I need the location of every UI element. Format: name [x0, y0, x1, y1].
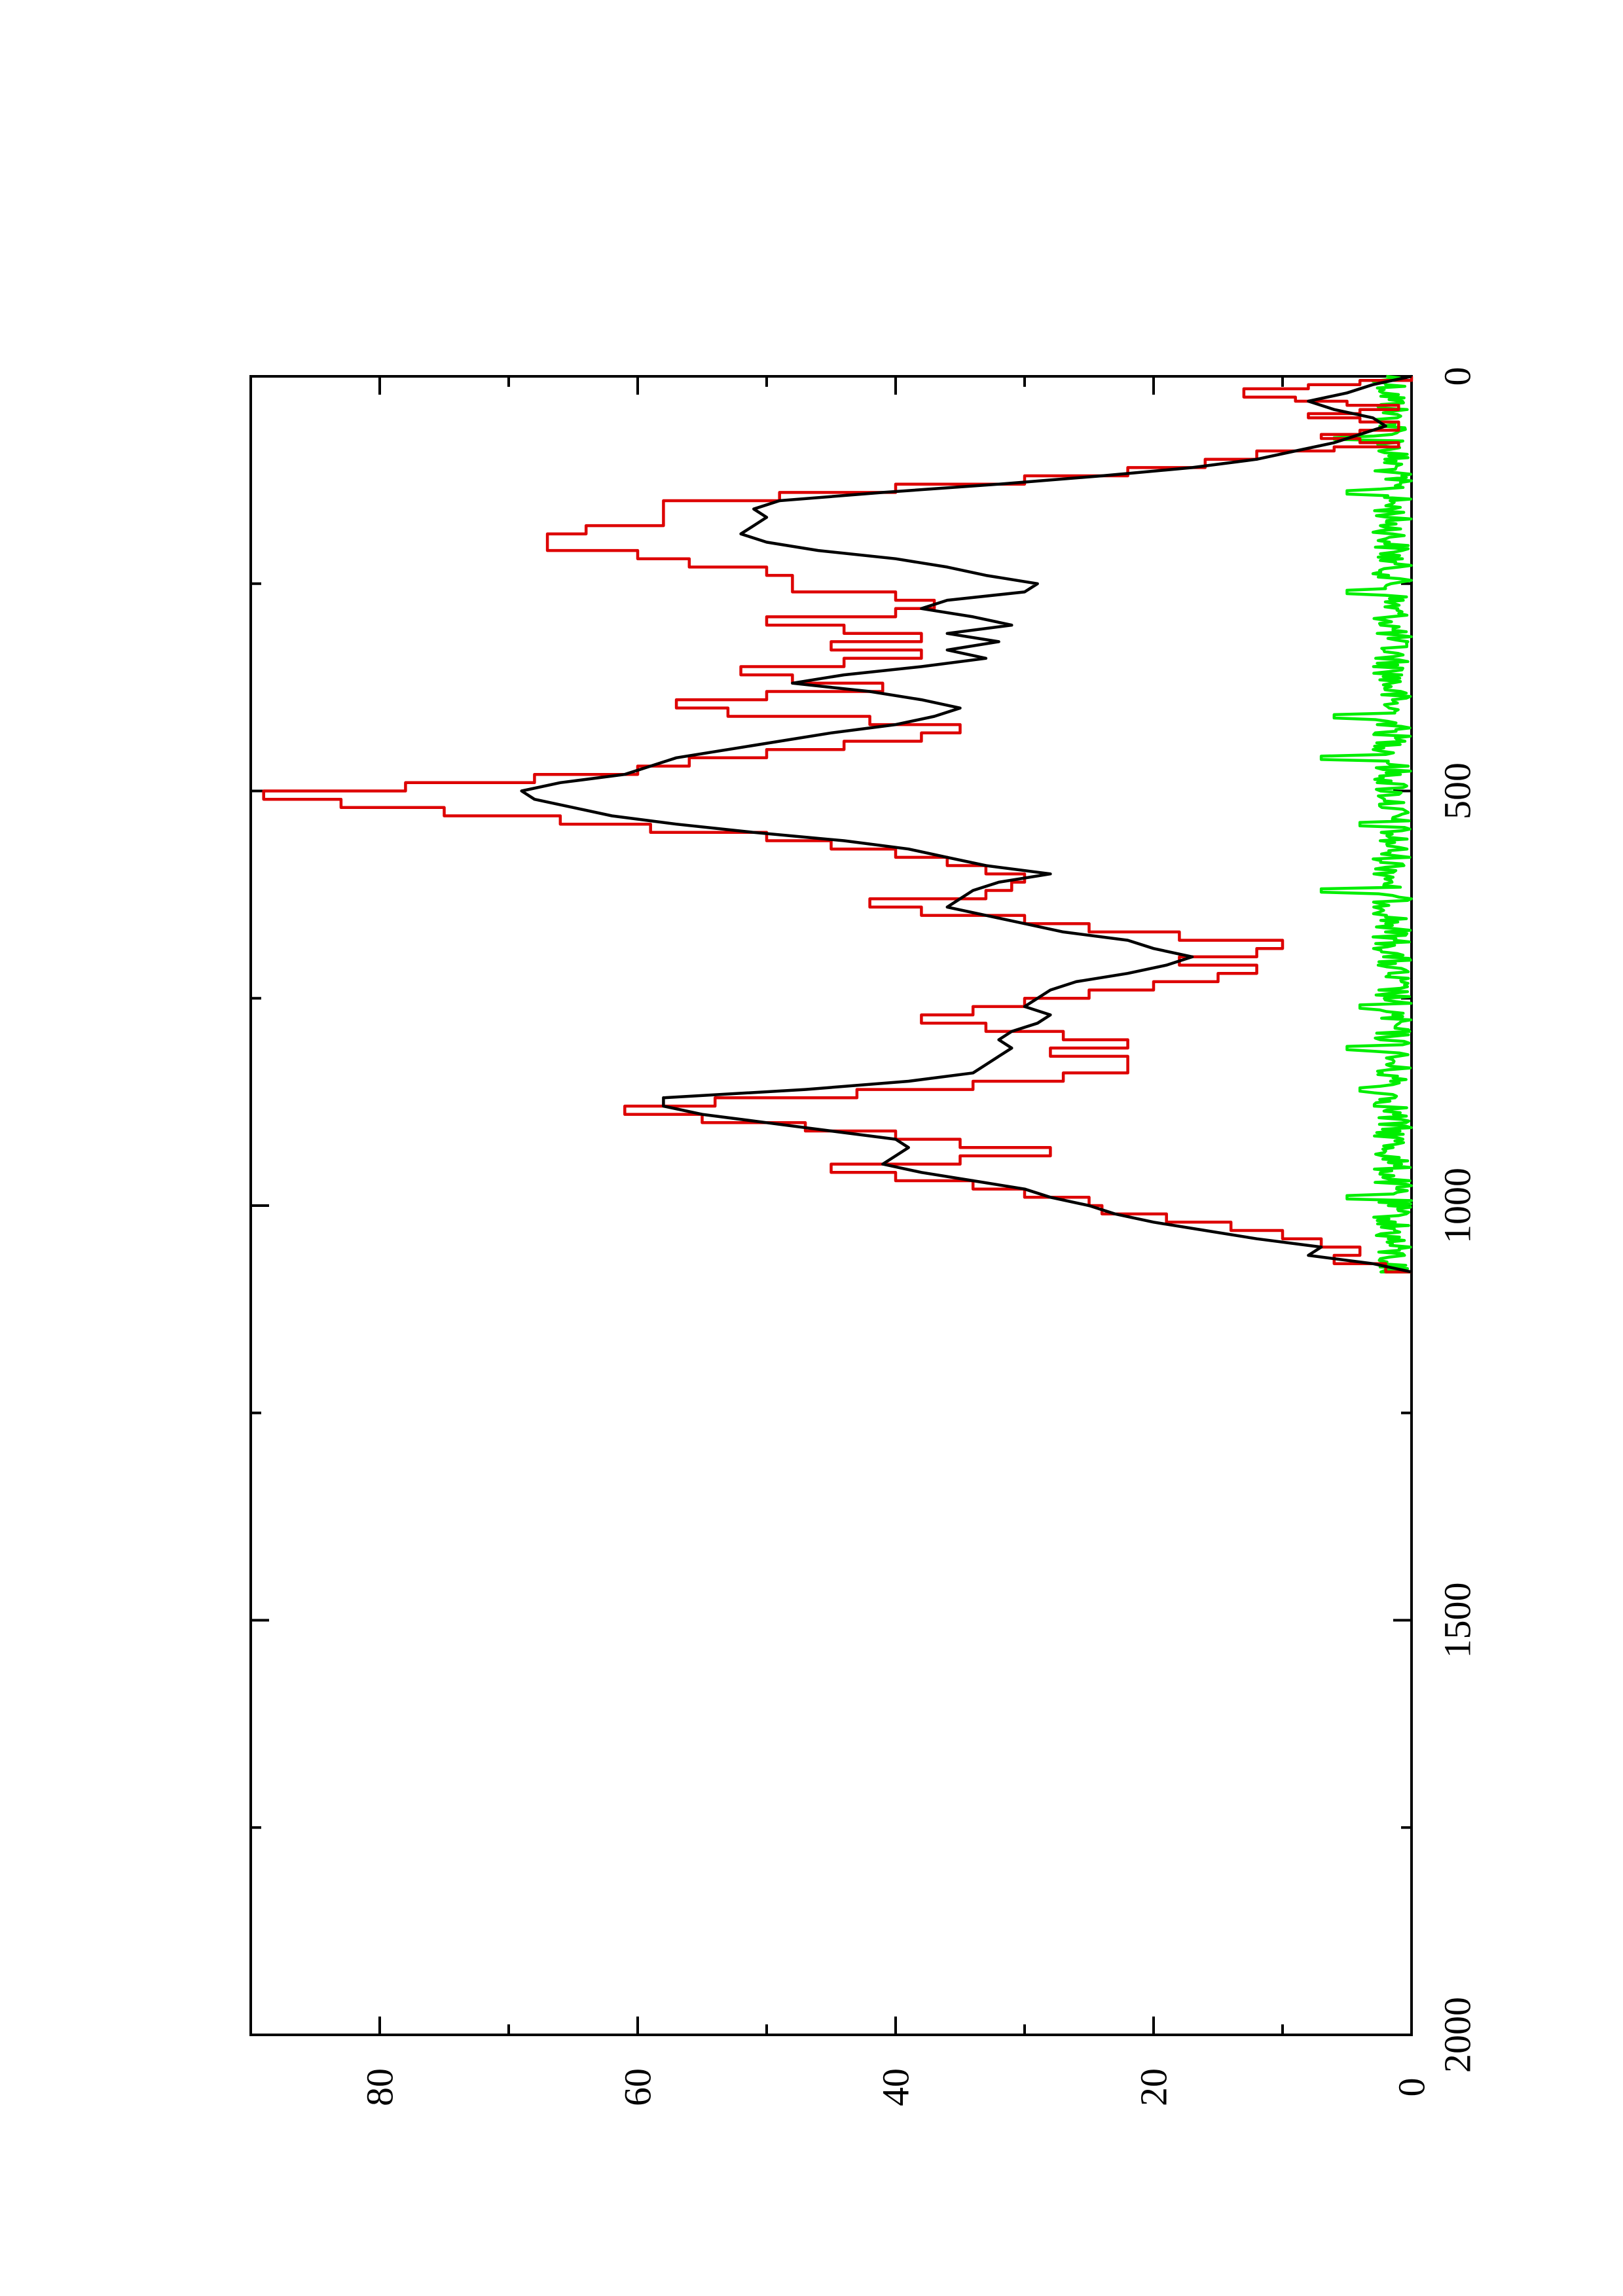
x-tick-label: 1500 — [1436, 1583, 1479, 1659]
x-tick-label: 500 — [1436, 762, 1479, 819]
y-tick-label: 60 — [617, 2068, 659, 2106]
series-line-0 — [262, 376, 1413, 1274]
y-tick-label: 80 — [359, 2068, 401, 2106]
series-layer — [262, 374, 1413, 1274]
x-tick-label: 0 — [1436, 367, 1479, 386]
y-tick-label: 0 — [1391, 2078, 1433, 2097]
series-line-1 — [520, 374, 1412, 1274]
y-tick-label: 40 — [875, 2068, 917, 2106]
y-tick-label: 20 — [1133, 2068, 1175, 2106]
x-tick-label: 1000 — [1436, 1168, 1479, 1244]
x-tick-label: 2000 — [1436, 1997, 1479, 2073]
series-line-2 — [1319, 374, 1413, 1274]
